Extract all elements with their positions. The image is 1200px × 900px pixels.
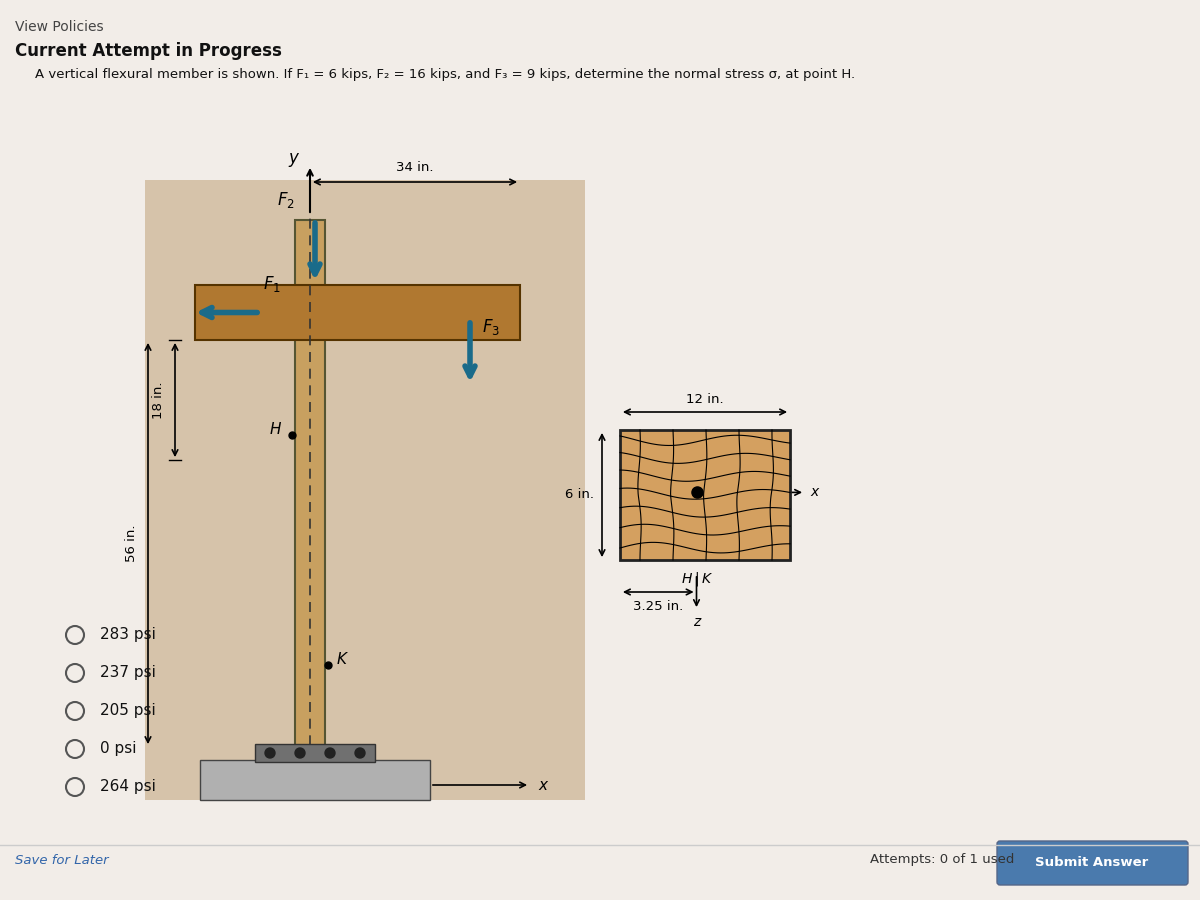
Text: Submit Answer: Submit Answer: [1036, 857, 1148, 869]
Text: $F_3$: $F_3$: [482, 317, 500, 337]
Text: 237 psi: 237 psi: [100, 665, 156, 680]
Text: 56 in.: 56 in.: [125, 525, 138, 562]
Text: H: H: [270, 422, 281, 437]
Circle shape: [325, 748, 335, 758]
Text: H: H: [682, 572, 691, 586]
Text: z: z: [692, 615, 700, 629]
FancyBboxPatch shape: [997, 841, 1188, 885]
Text: Save for Later: Save for Later: [14, 853, 109, 867]
Text: 205 psi: 205 psi: [100, 704, 156, 718]
Text: $F_2$: $F_2$: [277, 190, 295, 210]
Text: View Policies: View Policies: [14, 20, 103, 34]
Text: 283 psi: 283 psi: [100, 627, 156, 643]
Bar: [194, 285, 520, 340]
Bar: [200, 760, 430, 800]
Bar: [145, 180, 586, 800]
Text: x: x: [810, 485, 818, 500]
Bar: [620, 430, 790, 560]
Bar: [295, 220, 325, 752]
Text: x: x: [538, 778, 547, 793]
Text: y: y: [288, 149, 298, 167]
Text: 6 in.: 6 in.: [565, 489, 594, 501]
Text: |: |: [694, 572, 698, 587]
Circle shape: [265, 748, 275, 758]
Text: K: K: [337, 652, 347, 668]
Circle shape: [295, 748, 305, 758]
Text: 264 psi: 264 psi: [100, 779, 156, 795]
Text: Current Attempt in Progress: Current Attempt in Progress: [14, 42, 282, 60]
Text: 18 in.: 18 in.: [152, 382, 166, 418]
Text: A vertical flexural member is shown. If F₁ = 6 kips, F₂ = 16 kips, and F₃ = 9 ki: A vertical flexural member is shown. If …: [35, 68, 856, 81]
Text: 34 in.: 34 in.: [396, 161, 433, 174]
Text: K: K: [702, 572, 710, 586]
Text: $F_1$: $F_1$: [263, 274, 281, 294]
Text: 0 psi: 0 psi: [100, 742, 137, 757]
Bar: [256, 744, 374, 762]
Text: 3.25 in.: 3.25 in.: [634, 600, 683, 613]
Circle shape: [355, 748, 365, 758]
Text: Attempts: 0 of 1 used: Attempts: 0 of 1 used: [870, 853, 1014, 867]
Text: 12 in.: 12 in.: [686, 393, 724, 406]
